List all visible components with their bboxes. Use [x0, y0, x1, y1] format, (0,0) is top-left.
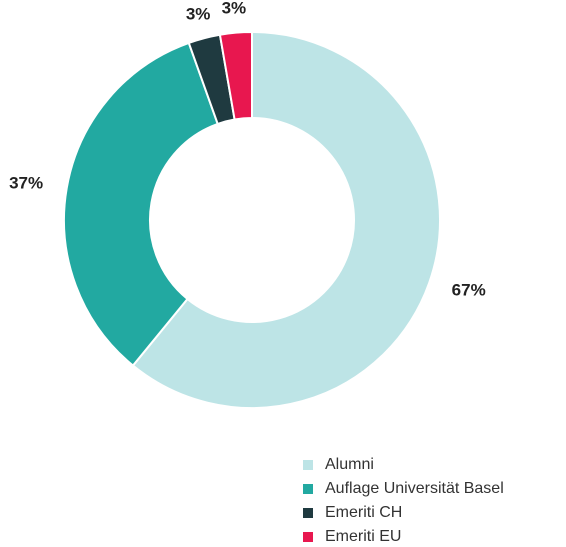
value-label: 67% — [452, 281, 486, 300]
legend-swatch — [303, 532, 313, 542]
legend-label: Emeriti EU — [325, 528, 401, 545]
legend-swatch — [303, 508, 313, 518]
donut-segment — [131, 30, 441, 409]
legend-swatch — [303, 460, 313, 470]
value-label: 37% — [9, 173, 43, 192]
value-label: 3% — [222, 0, 247, 17]
donut-segment — [218, 30, 253, 121]
legend-label: Emeriti CH — [325, 504, 402, 521]
value-label: 3% — [186, 4, 211, 23]
legend-label: Alumni — [325, 456, 374, 473]
legend-swatch — [303, 484, 313, 494]
donut-segment — [63, 41, 220, 367]
legend-label: Auflage Universität Basel — [325, 480, 504, 497]
